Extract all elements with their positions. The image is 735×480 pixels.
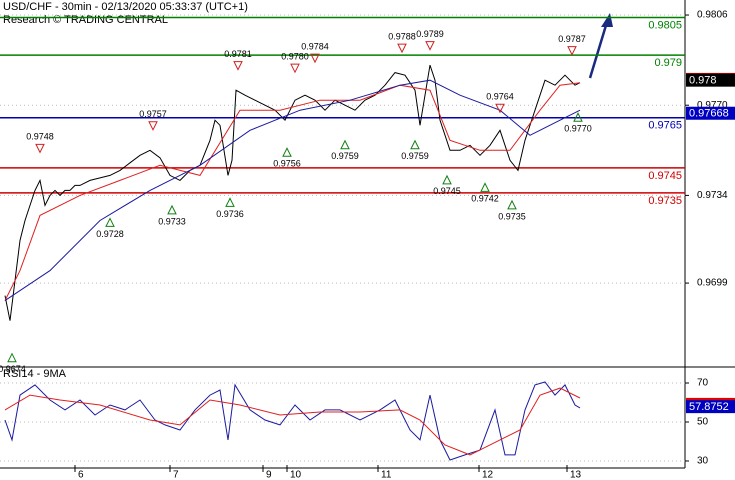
y-tick-label: 70 (697, 378, 709, 389)
peak-marker (310, 53, 320, 64)
price-box (686, 106, 735, 120)
peak-label: 0.9764 (486, 92, 514, 102)
x-tick-label: 12 (482, 470, 494, 480)
trough-marker (282, 147, 292, 157)
series-line (4, 82, 581, 301)
peak-marker (148, 121, 158, 131)
trough-label: 0.9745 (433, 186, 461, 196)
y-tick-label: 30 (697, 456, 709, 467)
trough-label: 0.9733 (158, 216, 186, 226)
trough-label: 0.9742 (471, 194, 499, 204)
price-box (686, 73, 735, 87)
x-tick-label: 10 (290, 470, 302, 480)
trough-label: 0.9674 (0, 364, 26, 374)
trough-marker (167, 204, 177, 215)
trough-label: 0.9736 (216, 209, 244, 219)
trough-marker (507, 199, 517, 210)
price-box (686, 400, 735, 414)
level-label: 0.9805 (648, 19, 682, 31)
peak-label: 0.9788 (388, 31, 416, 41)
peak-marker (290, 63, 300, 74)
series-line (4, 64, 581, 321)
series-line (4, 387, 581, 456)
peak-marker (567, 46, 577, 56)
x-tick-label: 6 (78, 470, 84, 480)
peak-label: 0.9781 (224, 49, 252, 59)
trough-label: 0.9759 (401, 151, 429, 161)
peak-marker (35, 143, 45, 154)
trend-arrow (588, 13, 613, 79)
y-tick-label: 0.9770 (697, 100, 728, 111)
x-tick-label: 13 (570, 470, 582, 480)
trough-label: 0.9735 (498, 211, 526, 221)
price-box-label: 0.97668 (689, 108, 729, 120)
chart-title: USD/CHF - 30min - 02/13/2020 05:33:37 (U… (3, 1, 248, 13)
peak-label: 0.9787 (558, 34, 586, 44)
trough-marker (105, 217, 115, 227)
trough-marker (573, 112, 583, 122)
rsi-title: RSI14 - 9MA (3, 368, 67, 380)
price-box-label: 57.8752 (689, 401, 729, 413)
series-line (4, 79, 581, 302)
price-box-label: 0.978 (689, 75, 717, 87)
x-tick-label: 7 (173, 470, 179, 480)
trough-marker (225, 197, 235, 207)
trough-marker (442, 174, 452, 185)
peak-marker (495, 103, 505, 114)
x-tick-label: 11 (381, 470, 392, 480)
peak-marker (397, 43, 407, 54)
y-tick-label: 0.9734 (697, 190, 728, 201)
y-tick-label: 0.9806 (697, 10, 728, 21)
trough-label: 0.9759 (331, 151, 359, 161)
y-tick-label: 50 (697, 417, 709, 428)
peak-label: 0.9784 (301, 42, 329, 52)
peak-marker (233, 61, 243, 71)
y-tick-label: 0.9699 (697, 278, 728, 289)
level-label: 0.9735 (648, 195, 682, 207)
peak-label: 0.9789 (416, 29, 444, 39)
trough-label: 0.9756 (273, 159, 301, 169)
trough-marker (340, 139, 350, 150)
peak-label: 0.9757 (139, 109, 167, 119)
trough-marker (410, 139, 420, 150)
peak-marker (425, 41, 435, 51)
level-label: 0.9765 (648, 120, 682, 132)
peak-label: 0.9748 (26, 132, 54, 142)
trough-label: 0.9728 (96, 229, 124, 239)
peak-label: 0.9780 (281, 52, 309, 62)
level-label: 0.9745 (648, 170, 682, 182)
series-line (4, 381, 581, 461)
level-label: 0.979 (654, 57, 682, 69)
chart-subtitle: Research © TRADING CENTRAL (3, 14, 168, 26)
trough-marker (480, 182, 490, 192)
x-tick-label: 9 (266, 470, 272, 480)
trough-label: 0.9770 (564, 124, 592, 134)
trough-marker (7, 352, 17, 363)
